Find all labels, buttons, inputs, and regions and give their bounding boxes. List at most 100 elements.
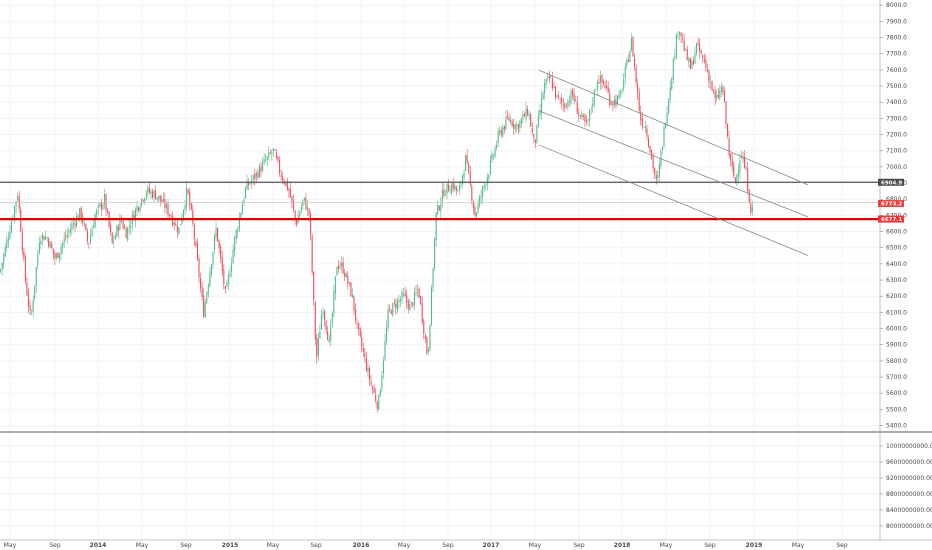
candle-body [751,207,753,212]
candle-body [319,331,321,339]
candle-body [345,273,347,278]
candle-body [238,217,240,230]
candle-body [49,242,51,248]
candle-body [646,128,648,137]
candle-body [750,203,752,214]
candle-body [595,89,597,91]
candle-body [559,98,561,99]
candle-body [607,87,609,93]
candle-body [651,150,653,158]
candle-body [516,125,518,127]
candle-body [370,381,372,385]
candle-body [311,235,313,273]
price-tags: 6904.9 6773.2 6677.1 [878,178,904,223]
candle-body [603,81,605,84]
candle-body [255,172,257,178]
candle-body [54,252,56,259]
candle-body [355,309,357,321]
candle-body [176,225,178,232]
candle-body [150,191,152,193]
horizontal-levels [0,181,880,221]
y-tick-label: 7900.0 [886,18,907,25]
candle-body [468,164,470,173]
candle-body [573,94,575,102]
candle-body [672,59,674,80]
candle-body [337,265,340,269]
x-tick-label: May [136,542,149,549]
candle-body [100,202,102,209]
candle-body [421,302,423,322]
candle-body [435,212,437,241]
candle-body [257,173,259,178]
candle-body [654,168,656,175]
y-tick-label: 6400.0 [886,261,907,268]
candle-body [201,286,203,297]
candle-body [300,207,302,213]
candle-body [415,291,417,293]
candle-body [142,200,144,201]
candle-body [671,77,673,90]
candle-body [313,271,315,301]
candle-body [96,209,98,215]
candle-body [285,182,287,186]
candle-body [65,236,67,238]
x-tick-label: 2019 [746,542,763,549]
candle-body [62,243,64,248]
candle-body [714,91,716,99]
candle-body [492,155,495,156]
candle-body [486,177,488,185]
candle-body [734,177,736,183]
price-tag-label: 6773.2 [881,202,902,208]
candle-body [551,78,553,89]
candle-body [68,231,70,233]
candle-body [122,221,124,229]
candle-body [689,58,691,70]
candle-body [483,185,485,188]
candle-body [510,119,512,123]
candle-body [190,203,192,210]
candle-body [505,117,507,130]
candle-body [728,138,730,156]
candle-body [116,225,118,237]
candle-body [644,126,646,128]
candle-body [626,59,628,66]
candle-body [632,37,634,57]
candle-body [426,337,428,354]
y-tick-label: 7200.0 [886,132,907,139]
candle-body [579,115,581,116]
candle-body [634,57,636,67]
candle-body [148,188,150,193]
candle-body [159,195,161,201]
candle-body [155,190,157,200]
candle-body [620,91,622,94]
candle-body [367,367,369,372]
candle-body [737,170,739,177]
candle-body [299,212,301,217]
candle-body [186,187,188,207]
candle-body [280,175,282,177]
candle-body [649,145,651,153]
candle-body [43,235,45,241]
candle-body [482,186,484,197]
candle-body [272,148,274,152]
candle-body [127,227,129,240]
candle-body [601,74,603,83]
candle-body [423,320,425,334]
y-tick-label: 5500.0 [886,406,907,413]
candle-body [472,201,474,208]
price-tag-box [878,215,904,223]
candle-body [404,293,406,296]
candle-body [389,308,391,309]
candle-body [167,203,169,215]
x-tick-label: 2014 [90,542,107,549]
candle-body [564,103,566,108]
descending-channel [538,69,809,256]
candle-body [141,198,143,206]
candle-body [496,144,498,149]
candle-body [451,184,453,194]
candle-body [720,86,722,92]
candle-body [15,201,17,207]
candle-body [382,360,384,374]
candle-body [79,208,81,220]
candle-body [136,206,138,211]
